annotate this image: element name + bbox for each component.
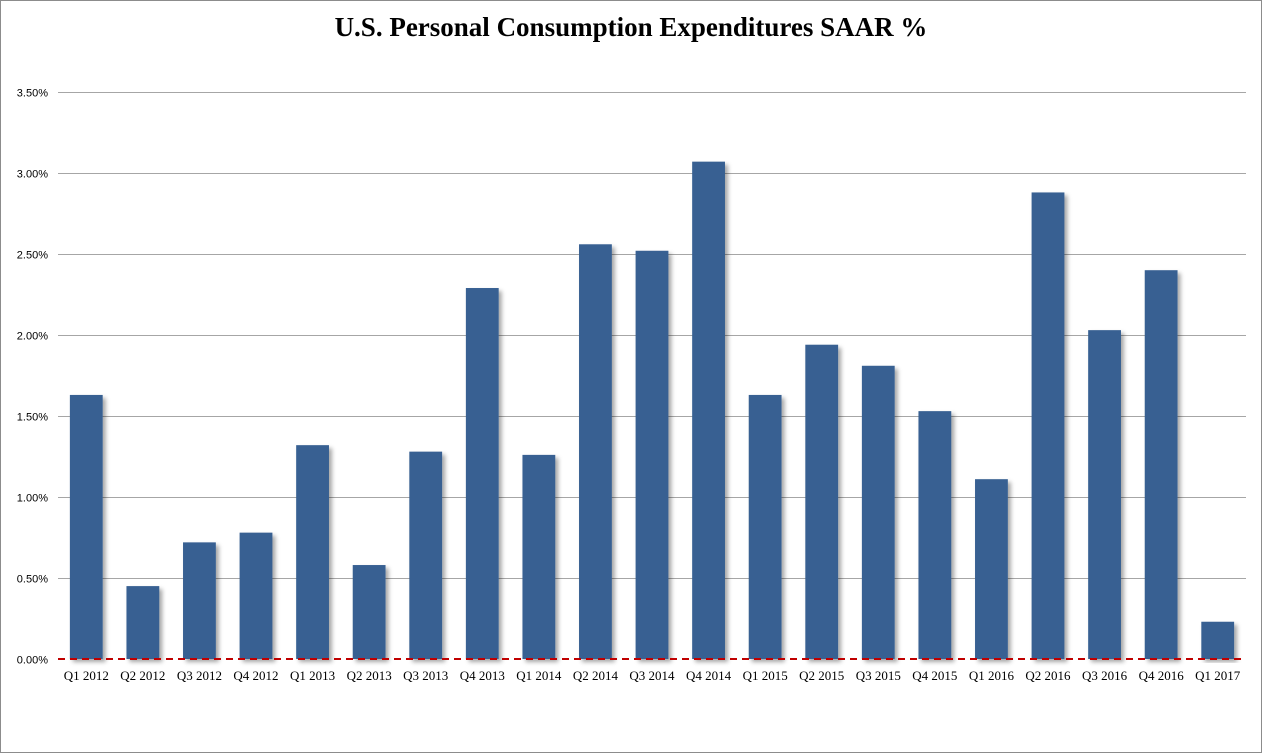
x-tick-label: Q3 2014: [629, 668, 675, 683]
y-tick-label: 0.50%: [17, 574, 48, 586]
bar: [409, 451, 443, 659]
bar: [522, 454, 556, 659]
bar: [1144, 270, 1178, 659]
x-tick-label: Q4 2015: [912, 668, 957, 683]
x-tick-label: Q2 2016: [1025, 668, 1071, 683]
bar: [239, 532, 273, 659]
chart-title: U.S. Personal Consumption Expenditures S…: [334, 12, 928, 42]
x-tick-label: Q1 2014: [516, 668, 562, 683]
y-tick-label: 1.00%: [17, 493, 48, 505]
x-tick-label: Q2 2015: [799, 668, 844, 683]
x-tick-label: Q2 2012: [120, 668, 165, 683]
bar: [861, 365, 895, 659]
bar: [805, 344, 839, 659]
bar: [748, 394, 782, 659]
bar: [183, 542, 216, 659]
x-tick-label: Q4 2014: [686, 668, 732, 683]
bar: [635, 250, 669, 659]
x-tick-label: Q2 2013: [347, 668, 392, 683]
bar: [352, 565, 386, 659]
y-axis-tick-labels: 0.00% 0.50% 1.00% 1.50% 2.00% 2.50% 3.00% 3.50%: [17, 88, 48, 667]
y-tick-label: 2.00%: [17, 331, 48, 343]
bar: [465, 288, 499, 659]
x-tick-label: Q4 2016: [1139, 668, 1185, 683]
y-tick-label: 1.50%: [17, 412, 48, 424]
bar: [579, 244, 612, 659]
x-tick-label: Q4 2013: [460, 668, 505, 683]
x-tick-label: Q3 2012: [177, 668, 222, 683]
bar: [296, 445, 329, 659]
y-tick-label: 3.50%: [17, 88, 48, 100]
bar: [126, 586, 160, 659]
x-tick-label: Q1 2013: [290, 668, 335, 683]
bar: [69, 394, 103, 659]
x-tick-label: Q1 2017: [1195, 668, 1241, 683]
x-tick-label: Q3 2015: [856, 668, 901, 683]
x-tick-label: Q1 2015: [743, 668, 788, 683]
x-axis-category-labels: Q1 2012 Q2 2012 Q3 2012 Q4 2012 Q1 2013 Q2 20…: [64, 668, 1241, 683]
y-tick-label: 2.50%: [17, 250, 48, 262]
x-tick-label: Q2 2014: [573, 668, 619, 683]
bar: [1201, 621, 1235, 659]
y-tick-label: 0.00%: [17, 655, 48, 667]
bar: [975, 479, 1008, 659]
x-tick-label: Q3 2013: [403, 668, 448, 683]
bar: [918, 411, 952, 659]
bar: [1031, 192, 1065, 659]
x-tick-label: Q1 2016: [969, 668, 1015, 683]
bar: [692, 161, 725, 659]
y-tick-label: 3.00%: [17, 169, 48, 181]
bars: [69, 161, 1235, 659]
bar: [1088, 330, 1121, 659]
x-tick-label: Q3 2016: [1082, 668, 1128, 683]
x-tick-label: Q1 2012: [64, 668, 109, 683]
x-tick-label: Q4 2012: [233, 668, 278, 683]
